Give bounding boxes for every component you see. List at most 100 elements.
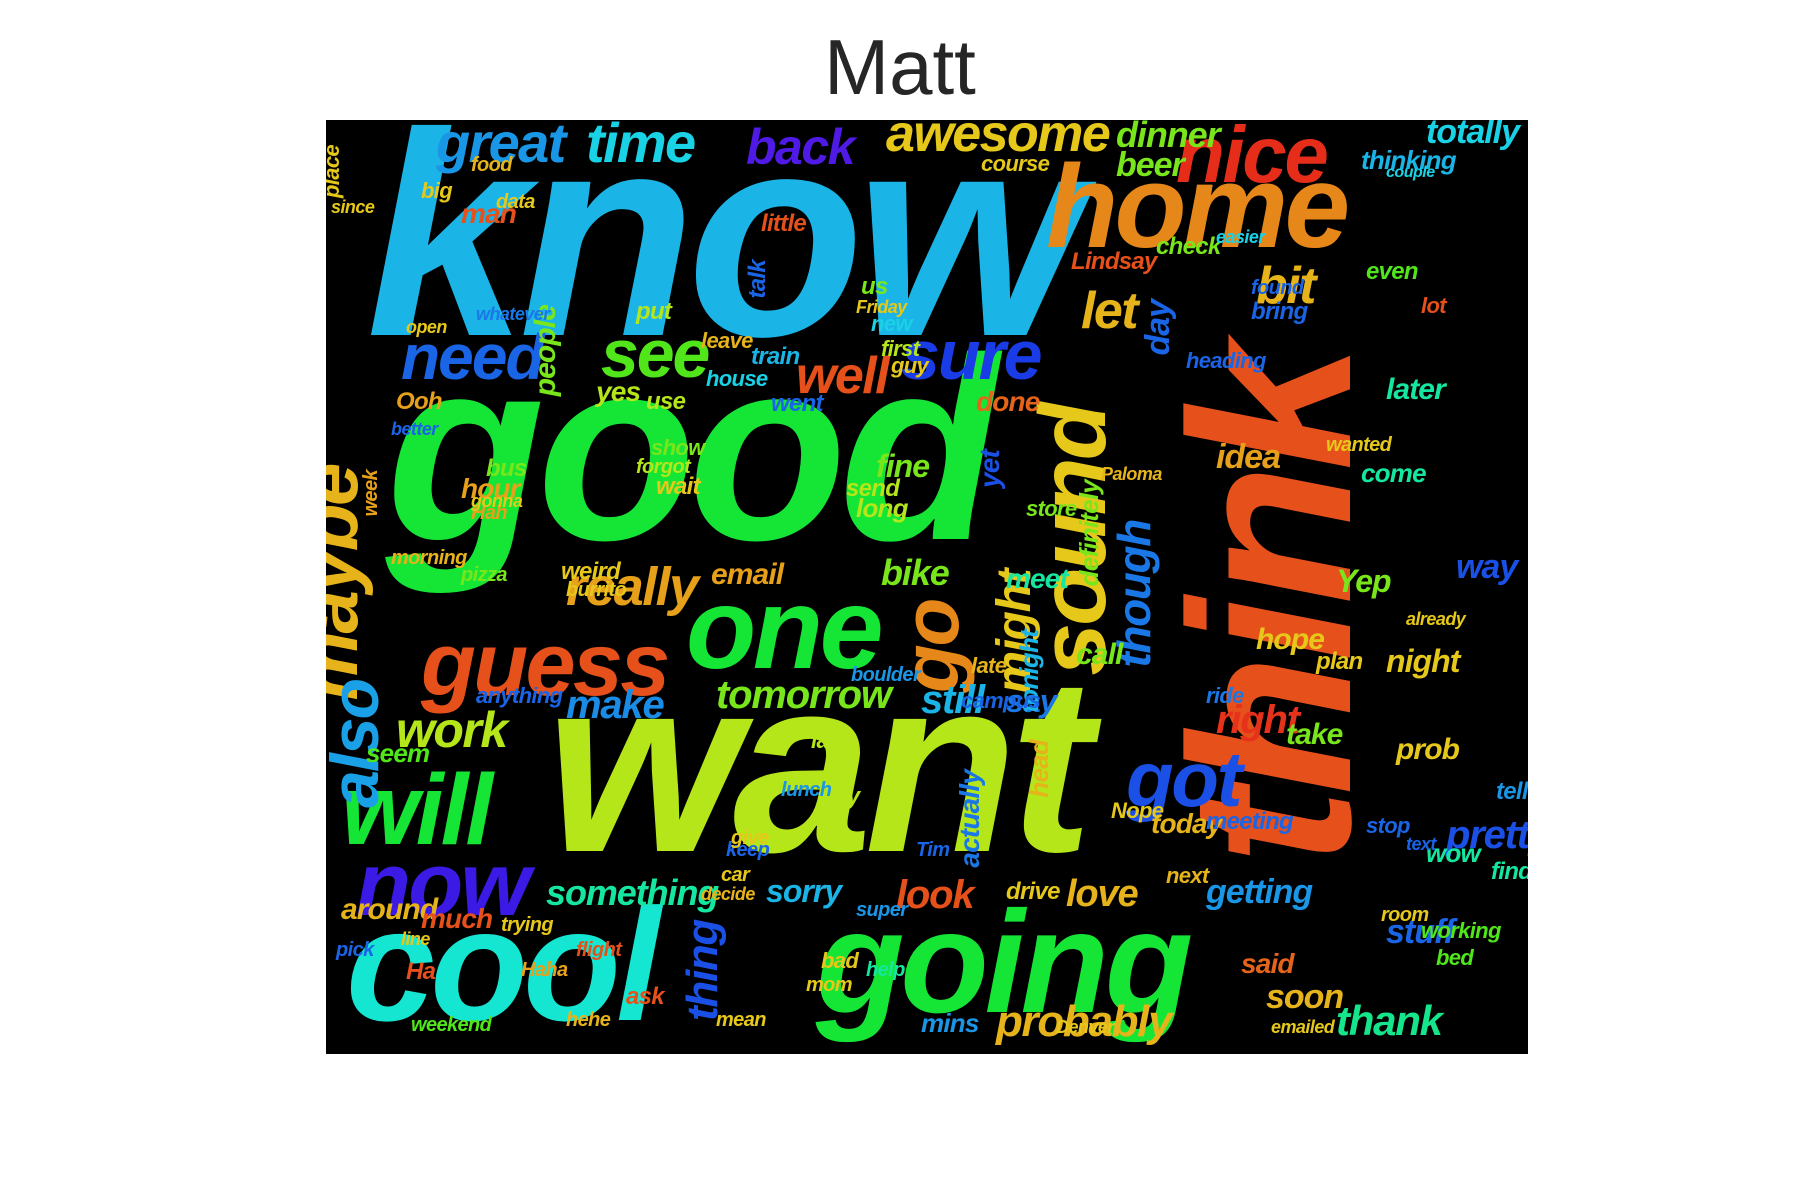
cloud-word: prob: [1396, 733, 1460, 766]
cloud-word: car: [721, 864, 750, 886]
cloud-word: getting: [1206, 873, 1313, 911]
cloud-word: whatever: [476, 304, 550, 324]
cloud-word: later: [1386, 373, 1446, 406]
cloud-word: actually: [954, 770, 985, 868]
cloud-word: couple: [1386, 164, 1435, 181]
cloud-word: cool: [346, 875, 661, 1054]
cloud-word: plan: [1316, 648, 1363, 675]
cloud-word: anything: [476, 683, 563, 708]
cloud-word: stuff: [1386, 913, 1455, 951]
cloud-word: probably: [996, 997, 1173, 1046]
cloud-word: much: [421, 903, 493, 934]
cloud-word: idea: [1216, 438, 1281, 476]
cloud-word: soon: [1266, 978, 1344, 1016]
cloud-word: leave: [701, 328, 753, 353]
cloud-word: yes: [596, 376, 641, 407]
cloud-word: food: [471, 154, 513, 176]
cloud-word: need: [401, 321, 545, 393]
cloud-word: data: [496, 191, 535, 213]
wordcloud-title: Matt: [824, 23, 976, 111]
cloud-word: gonna: [471, 491, 523, 511]
cloud-word: wanted: [1326, 434, 1392, 456]
cloud-word: look: [896, 873, 975, 917]
cloud-word: wow: [1426, 838, 1481, 868]
cloud-word: Ooh: [396, 388, 443, 415]
cloud-word: know: [366, 120, 1081, 397]
cloud-word: sorry: [766, 873, 842, 909]
cloud-word: head: [1024, 740, 1054, 798]
cloud-word: got: [1126, 735, 1243, 823]
cloud-word: found: [1251, 277, 1304, 299]
cloud-word: store: [1026, 496, 1077, 521]
cloud-word: bring: [1251, 298, 1308, 325]
cloud-word: help: [866, 959, 905, 981]
cloud-word: first: [881, 336, 920, 361]
cloud-word: weird: [561, 558, 621, 585]
cloud-word: hope: [1256, 623, 1325, 656]
cloud-word: thinking: [1361, 145, 1457, 175]
cloud-word: let: [1081, 282, 1139, 340]
cloud-word: beer: [1116, 146, 1185, 184]
cloud-word: something: [546, 872, 719, 913]
cloud-word: emailed: [1271, 1017, 1335, 1037]
cloud-word: Ha: [406, 958, 436, 985]
cloud-word: place: [326, 145, 344, 198]
cloud-word: trying: [501, 914, 554, 936]
cloud-word: bed: [1436, 945, 1474, 970]
cloud-word: nice: [1176, 120, 1329, 199]
cloud-word: dinner: [1116, 120, 1221, 155]
cloud-word: find: [1491, 858, 1528, 885]
cloud-word: wait: [656, 473, 701, 500]
cloud-word: come: [1361, 458, 1427, 488]
cloud-word: definitely: [1074, 480, 1104, 587]
cloud-word: Friday: [856, 297, 907, 317]
cloud-word: around: [341, 893, 438, 926]
cloud-word: ride: [1206, 683, 1244, 708]
cloud-word: burrito: [566, 579, 627, 601]
cloud-word: lot: [1421, 293, 1447, 318]
cloud-word: Paloma: [1101, 464, 1162, 484]
cloud-word: text: [1406, 834, 1436, 854]
cloud-word: drive: [1006, 878, 1060, 905]
cloud-word: pick: [336, 939, 374, 961]
cloud-word: decide: [701, 884, 755, 904]
cloud-word: bus: [486, 455, 527, 482]
cloud-word: awesome: [886, 120, 1111, 163]
cloud-word: better: [391, 419, 438, 439]
cloud-word: back: [746, 120, 855, 175]
cloud-word: easier: [1216, 227, 1265, 247]
cloud-word: say: [1006, 683, 1057, 719]
cloud-word: tell: [1496, 778, 1528, 805]
cloud-word: man: [461, 198, 517, 229]
cloud-word: right: [1216, 698, 1300, 742]
cloud-word: since: [331, 197, 375, 217]
cloud-word: well: [796, 347, 890, 405]
cloud-word: last: [811, 728, 847, 753]
cloud-word: yet: [974, 450, 1005, 488]
cloud-word: put: [636, 298, 672, 325]
cloud-word: Haha: [521, 959, 568, 981]
cloud-word: today: [1151, 808, 1222, 839]
cloud-word: stop: [1366, 813, 1410, 838]
cloud-word: already: [1406, 609, 1466, 629]
cloud-word: call: [1076, 638, 1123, 671]
cloud-word: try: [831, 783, 860, 810]
cloud-word: keep: [726, 839, 770, 861]
cloud-word: mins: [921, 1008, 979, 1038]
cloud-word: ask: [626, 983, 665, 1010]
cloud-word: thank: [1336, 997, 1443, 1044]
cloud-word: even: [1366, 258, 1419, 285]
cloud-word: love: [1066, 873, 1139, 915]
cloud-word: guess: [421, 615, 670, 715]
cloud-word: hehe: [566, 1009, 611, 1031]
cloud-word: send: [846, 475, 900, 502]
cloud-word: heading: [1186, 348, 1266, 373]
wordcloud-canvas: know good want think cool going home one sound gu…: [326, 120, 1528, 1054]
cloud-word: working: [1421, 918, 1501, 943]
cloud-word: will: [341, 754, 493, 866]
cloud-word: check: [1156, 233, 1221, 260]
cloud-word: done: [976, 386, 1040, 417]
cloud-word: us: [861, 273, 888, 300]
cloud-word: train: [751, 343, 800, 370]
cloud-word: night: [1386, 643, 1460, 679]
